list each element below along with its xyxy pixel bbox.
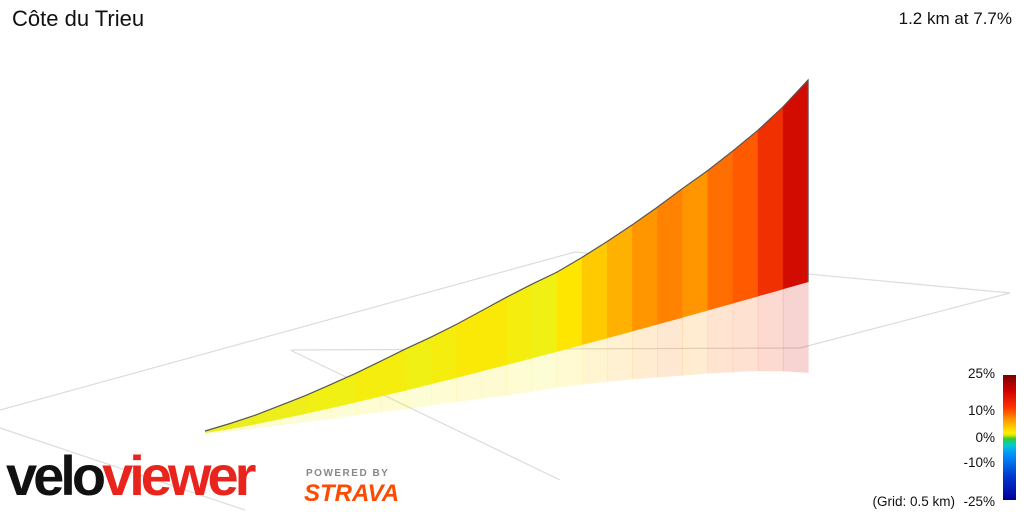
- reflection-strip: [456, 371, 482, 402]
- reflection-strip: [682, 310, 709, 376]
- profile-strip: [481, 297, 508, 372]
- profile-strip: [305, 384, 332, 414]
- profile-reflection: [205, 282, 809, 434]
- grid-line: [799, 292, 1011, 349]
- reflection-strip: [556, 345, 583, 388]
- legend-label-minus10: -10%: [963, 455, 995, 470]
- profile-strip: [682, 170, 709, 318]
- profile-strip: [230, 415, 256, 430]
- profile-strip: [355, 361, 382, 403]
- reflection-strip: [707, 303, 734, 374]
- reflection-strip: [205, 429, 231, 434]
- reflection-strip: [230, 424, 256, 432]
- reflection-strip: [757, 289, 784, 372]
- legend-label-10: 10%: [967, 403, 995, 418]
- profile-strip: [581, 241, 608, 346]
- grid-line: [0, 251, 576, 411]
- profile-strip: [556, 257, 583, 352]
- legend-label-0: 0%: [975, 430, 995, 445]
- logo-text-velo: velo: [6, 444, 106, 507]
- reflection-strip: [481, 364, 508, 399]
- profile-strip: [707, 151, 734, 311]
- profile-strip: [531, 272, 558, 359]
- segment-stats: 1.2 km at 7.7%: [898, 9, 1012, 28]
- powered-by-label: POWERED BY: [306, 468, 390, 479]
- reflection-strip: [506, 358, 533, 396]
- profile-top-edge: [204, 78, 809, 432]
- reflection-strip: [607, 331, 633, 382]
- legend-label-max: 25%: [967, 366, 995, 381]
- profile-strip: [431, 324, 457, 385]
- reflection-strip: [355, 396, 382, 416]
- reflection-strip: [531, 351, 558, 392]
- reflection-strip: [406, 384, 432, 410]
- profile-strip: [757, 107, 784, 297]
- grid-line: [0, 427, 246, 511]
- profile-strip: [657, 188, 683, 325]
- profile-strip: [255, 405, 281, 425]
- profile-strips: [205, 80, 809, 433]
- reflection-strip: [305, 408, 332, 422]
- reflection-strip: [330, 402, 357, 419]
- reflection-strip: [782, 282, 809, 373]
- profile-strip: [406, 337, 432, 391]
- reflection-strip: [657, 317, 683, 378]
- profile-strip: [280, 395, 307, 420]
- logo-text-viewer: viewer: [102, 444, 256, 507]
- profile-strip: [380, 348, 407, 397]
- profile-strip: [732, 130, 759, 304]
- segment-title: Côte du Trieu: [12, 6, 145, 31]
- reflection-strip: [732, 296, 759, 373]
- profile-strip: [506, 284, 533, 365]
- veloviewer-logo: veloviewer: [6, 448, 256, 504]
- grid-line: [289, 349, 561, 481]
- profile-strip: [205, 423, 231, 433]
- grid-scale-note: (Grid: 0.5 km): [872, 494, 955, 509]
- reflection-strip: [581, 338, 608, 385]
- profile-strip: [607, 224, 633, 339]
- profile-strip: [456, 310, 482, 378]
- reflection-strip: [632, 324, 658, 380]
- profile-strip: [632, 207, 658, 332]
- profile-strip: [782, 80, 809, 290]
- reflection-strip: [380, 390, 407, 413]
- strava-logo: STRAVA: [304, 480, 400, 507]
- reflection-strip: [431, 377, 457, 406]
- gradient-color-scale: [1003, 375, 1016, 500]
- reflection-strip: [255, 419, 281, 429]
- reflection-strip: [280, 413, 307, 426]
- legend-label-min: -25%: [963, 494, 995, 509]
